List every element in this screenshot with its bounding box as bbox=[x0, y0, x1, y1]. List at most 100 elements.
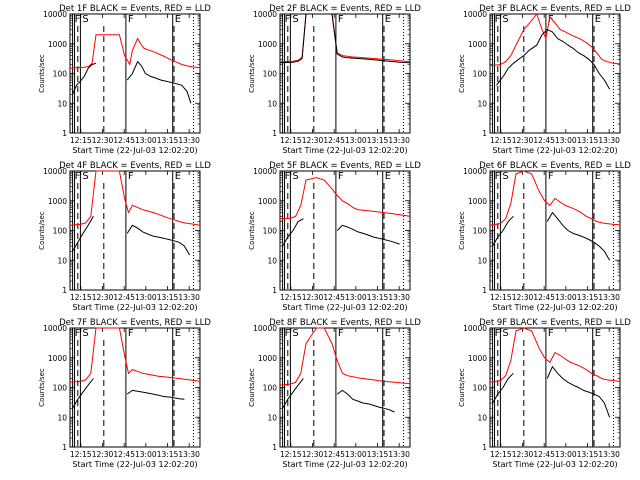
y-axis-label: Counts/sec bbox=[458, 211, 466, 250]
x-tick-label: 13:15 bbox=[577, 136, 599, 145]
x-tick-label: 12:30 bbox=[512, 136, 534, 145]
event-marker-label: S bbox=[82, 14, 88, 25]
series-line-events bbox=[496, 29, 611, 90]
series-line-lld bbox=[69, 327, 201, 383]
x-tick-label: 13:30 bbox=[598, 136, 620, 145]
y-tick-label: 100 bbox=[263, 227, 278, 236]
x-tick-label: 13:30 bbox=[598, 450, 620, 459]
series-line-events bbox=[282, 378, 395, 413]
y-tick-label: 10 bbox=[57, 99, 67, 108]
x-tick-label: 12:30 bbox=[92, 293, 114, 302]
y-tick-label: 10000 bbox=[253, 324, 277, 333]
y-tick-label: 1000 bbox=[48, 354, 67, 363]
plot-panel: Det 6F BLACK = Events, RED = LLD 1 10 100 10… bbox=[458, 161, 631, 312]
y-tick-label: 100 bbox=[263, 70, 278, 79]
panel-title: Det 7F BLACK = Events, RED = LLD bbox=[59, 318, 211, 328]
y-tick-label: 10000 bbox=[463, 324, 487, 333]
x-tick-label: 12:15 bbox=[490, 136, 512, 145]
y-tick-label: 1 bbox=[272, 286, 277, 295]
y-tick-label: 1000 bbox=[468, 197, 487, 206]
event-marker-label: F bbox=[495, 328, 501, 339]
y-axis-label: Counts/sec bbox=[248, 368, 256, 407]
y-tick-label: 10 bbox=[477, 256, 487, 265]
y-tick-label: 10000 bbox=[253, 10, 277, 19]
series-line-lld bbox=[489, 327, 621, 383]
x-tick-label: 12:30 bbox=[512, 293, 534, 302]
y-tick-label: 10000 bbox=[463, 167, 487, 176]
x-tick-label: 13:30 bbox=[388, 136, 410, 145]
x-tick-label: 13:30 bbox=[388, 293, 410, 302]
event-marker-label: E bbox=[385, 171, 391, 182]
plot-frame bbox=[69, 13, 201, 134]
event-marker-label: F bbox=[285, 171, 291, 182]
panel-title: Det 5F BLACK = Events, RED = LLD bbox=[269, 161, 421, 171]
x-tick-label: 13:00 bbox=[345, 136, 367, 145]
x-axis-label: Start Time (22-Jul-03 12:02:20) bbox=[492, 460, 617, 469]
y-tick-label: 1 bbox=[272, 129, 277, 138]
x-tick-label: 12:45 bbox=[533, 450, 555, 459]
series-line-lld bbox=[279, 327, 411, 386]
x-tick-label: 12:15 bbox=[280, 450, 302, 459]
x-tick-label: 13:15 bbox=[157, 450, 179, 459]
y-tick-label: 10 bbox=[57, 256, 67, 265]
series-line-lld bbox=[279, 177, 411, 220]
x-tick-label: 12:30 bbox=[92, 450, 114, 459]
x-tick-label: 13:15 bbox=[157, 136, 179, 145]
event-marker-label: S bbox=[82, 328, 88, 339]
x-tick-label: 12:15 bbox=[70, 293, 92, 302]
x-tick-label: 13:00 bbox=[345, 293, 367, 302]
event-marker-label: F bbox=[495, 171, 501, 182]
y-axis-label: Counts/sec bbox=[248, 54, 256, 93]
y-tick-label: 10000 bbox=[43, 167, 67, 176]
x-axis-label: Start Time (22-Jul-03 12:02:20) bbox=[492, 303, 617, 312]
plot-panel: Det 4F BLACK = Events, RED = LLD 1 10 100 10… bbox=[38, 161, 211, 312]
y-axis-label: Counts/sec bbox=[458, 54, 466, 93]
y-tick-label: 10000 bbox=[253, 167, 277, 176]
y-tick-label: 1000 bbox=[48, 197, 67, 206]
x-tick-label: 12:45 bbox=[113, 136, 135, 145]
x-axis-label: Start Time (22-Jul-03 12:02:20) bbox=[492, 146, 617, 155]
x-tick-label: 13:30 bbox=[178, 136, 200, 145]
y-tick-label: 1 bbox=[62, 286, 67, 295]
event-marker-label: S bbox=[292, 14, 298, 25]
panel-title: Det 9F BLACK = Events, RED = LLD bbox=[479, 318, 631, 328]
panel-title: Det 3F BLACK = Events, RED = LLD bbox=[479, 4, 631, 14]
y-axis-label: Counts/sec bbox=[38, 368, 46, 407]
event-marker-label: F bbox=[338, 171, 344, 182]
x-axis-label: Start Time (22-Jul-03 12:02:20) bbox=[282, 460, 407, 469]
y-tick-label: 1000 bbox=[468, 40, 487, 49]
plot-frame bbox=[69, 170, 201, 291]
series-line-events bbox=[72, 60, 192, 104]
y-tick-label: 1000 bbox=[468, 354, 487, 363]
series-line-events bbox=[72, 378, 185, 409]
y-tick-label: 100 bbox=[53, 227, 68, 236]
y-tick-label: 1 bbox=[482, 129, 487, 138]
event-marker-label: F bbox=[285, 14, 291, 25]
y-tick-label: 100 bbox=[473, 227, 488, 236]
event-marker-label: F bbox=[548, 171, 554, 182]
x-tick-label: 12:45 bbox=[533, 136, 555, 145]
y-tick-label: 1 bbox=[482, 443, 487, 452]
y-tick-label: 10000 bbox=[463, 10, 487, 19]
y-tick-label: 1000 bbox=[48, 40, 67, 49]
y-tick-label: 1000 bbox=[258, 40, 277, 49]
y-tick-label: 1 bbox=[62, 129, 67, 138]
y-tick-label: 10000 bbox=[43, 10, 67, 19]
event-marker-label: F bbox=[338, 328, 344, 339]
plot-frame bbox=[489, 327, 621, 448]
x-tick-label: 13:00 bbox=[135, 293, 157, 302]
plot-frame bbox=[279, 327, 411, 448]
x-tick-label: 12:30 bbox=[512, 450, 534, 459]
series-line-lld bbox=[69, 34, 201, 69]
x-tick-label: 13:00 bbox=[555, 450, 577, 459]
y-axis-label: Counts/sec bbox=[458, 368, 466, 407]
plot-panel: Det 5F BLACK = Events, RED = LLD 1 10 100 10… bbox=[248, 161, 421, 312]
event-marker-label: E bbox=[385, 14, 391, 25]
y-tick-label: 10000 bbox=[43, 324, 67, 333]
x-axis-label: Start Time (22-Jul-03 12:02:20) bbox=[72, 460, 197, 469]
event-marker-label: S bbox=[292, 328, 298, 339]
series-line-events bbox=[492, 365, 611, 418]
x-tick-label: 12:45 bbox=[533, 293, 555, 302]
x-axis-label: Start Time (22-Jul-03 12:02:20) bbox=[72, 303, 197, 312]
y-tick-label: 1 bbox=[272, 443, 277, 452]
